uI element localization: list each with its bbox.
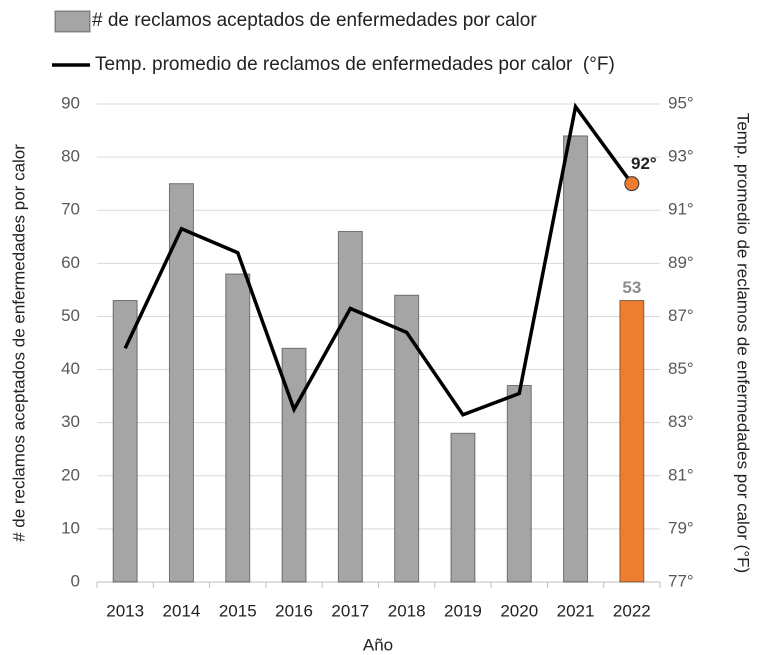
x-axis-title: Año [363, 635, 393, 654]
y-tick-label: 10 [61, 518, 80, 537]
legend-label: Temp. promedio de reclamos de enfermedad… [95, 54, 615, 75]
point-marker [624, 176, 640, 192]
y2-tick-label: 85° [668, 359, 694, 378]
y-tick-label: 40 [61, 359, 80, 378]
bar [394, 294, 420, 583]
legend-label: # de reclamos aceptados de enfermedades … [92, 10, 537, 31]
bar [506, 384, 532, 583]
bar [450, 432, 476, 583]
y2-tick-label: 91° [668, 200, 694, 219]
x-tick-label: 2015 [219, 601, 257, 620]
x-tick-label: 2016 [275, 601, 313, 620]
data-label: 92° [631, 154, 657, 173]
legend-swatch [54, 10, 91, 33]
bar [563, 135, 589, 583]
x-tick-label: 2022 [613, 601, 651, 620]
x-tick-label: 2020 [500, 601, 538, 620]
y-axis-title: # de reclamos aceptados de enfermedades … [9, 144, 28, 542]
bar [619, 300, 645, 583]
bar [168, 183, 194, 583]
y-tick-label: 30 [61, 412, 80, 431]
x-tick-label: 2019 [444, 601, 482, 620]
y-tick-label: 20 [61, 465, 80, 484]
bar [225, 273, 251, 583]
x-tick-label: 2021 [557, 601, 595, 620]
y2-tick-label: 81° [668, 465, 694, 484]
y2-tick-label: 79° [668, 518, 694, 537]
y-tick-label: 70 [61, 200, 80, 219]
y-tick-label: 90 [61, 93, 80, 112]
y2-tick-label: 83° [668, 412, 694, 431]
x-tick-label: 2013 [106, 601, 144, 620]
y-tick-label: 80 [61, 147, 80, 166]
y2-tick-label: 95° [668, 93, 694, 112]
y2-axis-title: Temp. promedio de reclamos de enfermedad… [734, 113, 753, 573]
bar [337, 230, 363, 583]
y-tick-label: 0 [71, 571, 80, 590]
bar [112, 300, 138, 583]
data-label: 53 [622, 278, 641, 297]
x-tick-label: 2017 [331, 601, 369, 620]
y-tick-label: 50 [61, 306, 80, 325]
y2-tick-label: 93° [668, 147, 694, 166]
line [123, 102, 634, 417]
y2-tick-label: 87° [668, 306, 694, 325]
x-tick-label: 2014 [163, 601, 201, 620]
y2-tick-label: 77° [668, 571, 694, 590]
x-tick-label: 2018 [388, 601, 426, 620]
y2-tick-label: 89° [668, 253, 694, 272]
y-tick-label: 60 [61, 253, 80, 272]
